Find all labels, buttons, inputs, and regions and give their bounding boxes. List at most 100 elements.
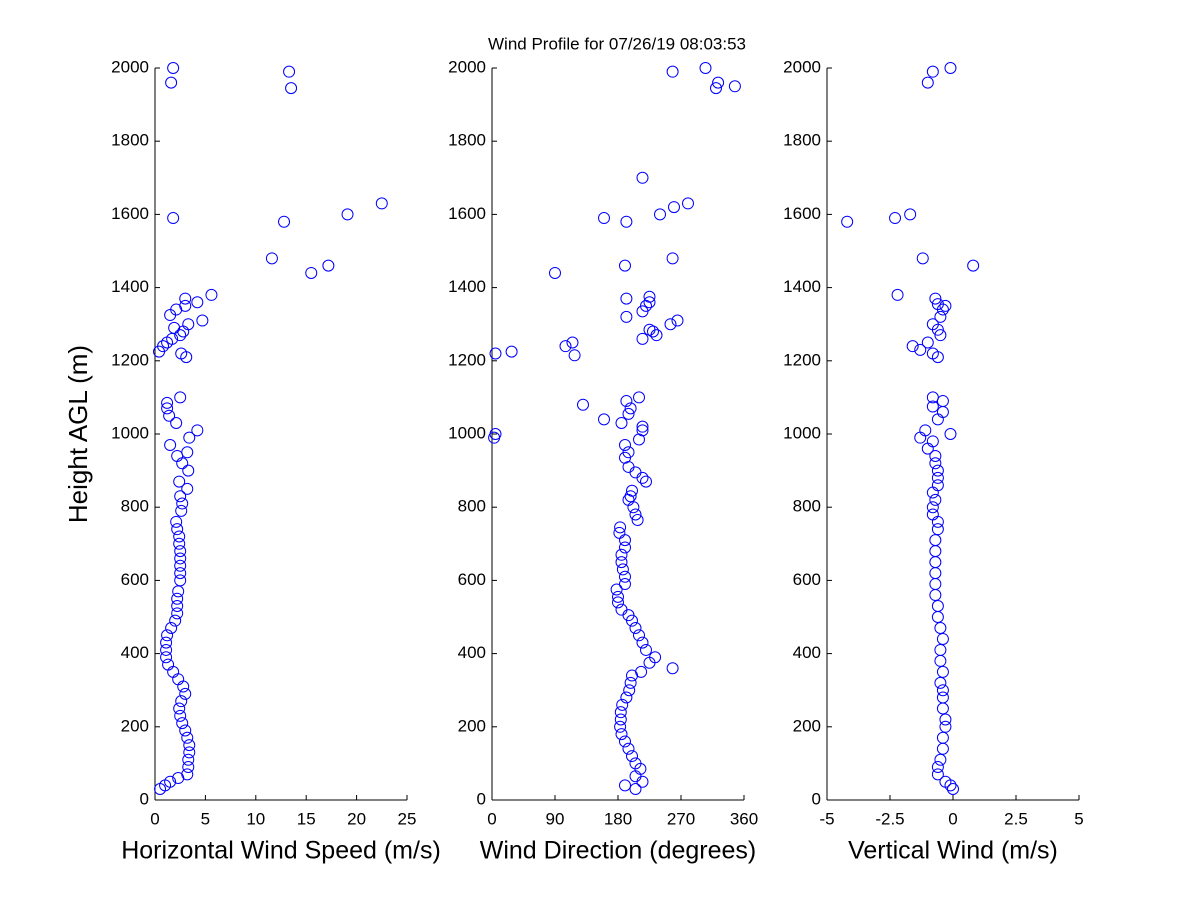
data-point — [934, 310, 947, 323]
data-point — [921, 76, 934, 89]
data-point — [944, 62, 957, 74]
y-tick-label: 800 — [121, 497, 149, 516]
data-point — [176, 717, 189, 730]
data-point — [906, 340, 919, 353]
x-axis-label: Vertical Wind (m/s) — [848, 837, 1058, 865]
data-point — [174, 329, 187, 342]
data-point — [615, 556, 628, 569]
x-tick-label: -2.5 — [875, 809, 904, 828]
data-point — [598, 212, 610, 225]
data-point — [668, 201, 680, 214]
x-tick-label: 5 — [1074, 809, 1083, 828]
data-point — [619, 735, 631, 748]
y-tick-label: 1200 — [111, 350, 149, 369]
data-point — [183, 739, 196, 752]
y-tick-label: 200 — [793, 716, 821, 735]
data-point — [614, 720, 627, 733]
data-point — [936, 632, 949, 645]
data-point — [666, 65, 679, 78]
data-point — [549, 266, 561, 279]
data-point — [183, 746, 196, 759]
data-point — [626, 484, 638, 497]
y-tick-label: 1600 — [448, 204, 486, 223]
data-point — [173, 475, 186, 488]
data-point — [616, 698, 629, 711]
y-tick-label: 2000 — [111, 57, 149, 76]
y-tick-label: 1000 — [783, 423, 821, 442]
data-point — [278, 215, 291, 228]
x-tick-label: 0 — [487, 809, 496, 828]
y-tick-label: 1800 — [783, 131, 821, 150]
y-tick-label: 0 — [477, 789, 486, 808]
data-point — [183, 431, 196, 444]
data-point — [699, 62, 712, 74]
y-tick-label: 800 — [458, 497, 486, 516]
y-tick-label: 600 — [121, 570, 149, 589]
data-point — [489, 347, 502, 360]
data-point — [620, 292, 633, 305]
data-point — [613, 526, 626, 539]
y-tick-label: 800 — [793, 497, 821, 516]
data-point — [568, 349, 581, 362]
data-point — [640, 643, 652, 656]
data-point — [205, 288, 218, 301]
chart-title: Wind Profile for 07/26/19 08:03:53 — [488, 34, 746, 53]
data-point — [160, 636, 173, 649]
data-point — [616, 563, 629, 576]
data-point — [666, 662, 679, 675]
data-point — [931, 298, 944, 311]
data-point — [173, 530, 186, 543]
y-axis-label: Height AGL (m) — [63, 345, 93, 523]
data-point — [841, 215, 854, 228]
data-point — [615, 603, 628, 616]
data-point — [936, 665, 949, 678]
data-point — [489, 428, 502, 440]
y-tick-label: 1600 — [783, 204, 821, 223]
data-point — [914, 343, 927, 356]
data-point — [322, 259, 335, 272]
data-point — [931, 761, 944, 774]
data-point — [619, 570, 631, 583]
data-point — [174, 552, 187, 565]
data-point — [559, 340, 572, 353]
data-point — [179, 292, 192, 305]
data-point — [623, 684, 636, 697]
data-point — [182, 761, 195, 774]
data-point — [636, 171, 649, 184]
data-point — [174, 574, 187, 587]
x-tick-label: 15 — [297, 809, 316, 828]
data-point — [612, 590, 624, 603]
y-tick-label: 1200 — [783, 350, 821, 369]
data-point — [505, 345, 518, 358]
data-point — [926, 318, 939, 331]
data-point — [170, 515, 183, 528]
data-point — [196, 314, 209, 327]
data-point — [929, 493, 942, 506]
data-point — [622, 407, 635, 420]
data-point — [636, 420, 649, 433]
data-point — [944, 428, 957, 440]
data-point — [629, 508, 642, 521]
data-point — [626, 750, 638, 763]
data-point — [929, 534, 942, 547]
data-point — [162, 658, 175, 671]
data-point — [926, 508, 939, 521]
data-point — [926, 347, 939, 360]
data-point — [174, 559, 187, 572]
data-point — [624, 490, 637, 503]
data-point — [939, 713, 952, 726]
x-tick-label: 5 — [201, 809, 210, 828]
data-point — [191, 424, 204, 437]
data-point — [926, 65, 939, 78]
data-point — [161, 629, 174, 642]
data-point — [666, 252, 679, 265]
data-point — [341, 208, 354, 221]
y-tick-label: 200 — [121, 716, 149, 735]
data-point — [633, 391, 645, 404]
data-point — [173, 702, 186, 715]
data-point — [182, 753, 195, 766]
data-point — [161, 402, 174, 415]
data-point — [164, 438, 177, 451]
data-point — [643, 290, 656, 303]
